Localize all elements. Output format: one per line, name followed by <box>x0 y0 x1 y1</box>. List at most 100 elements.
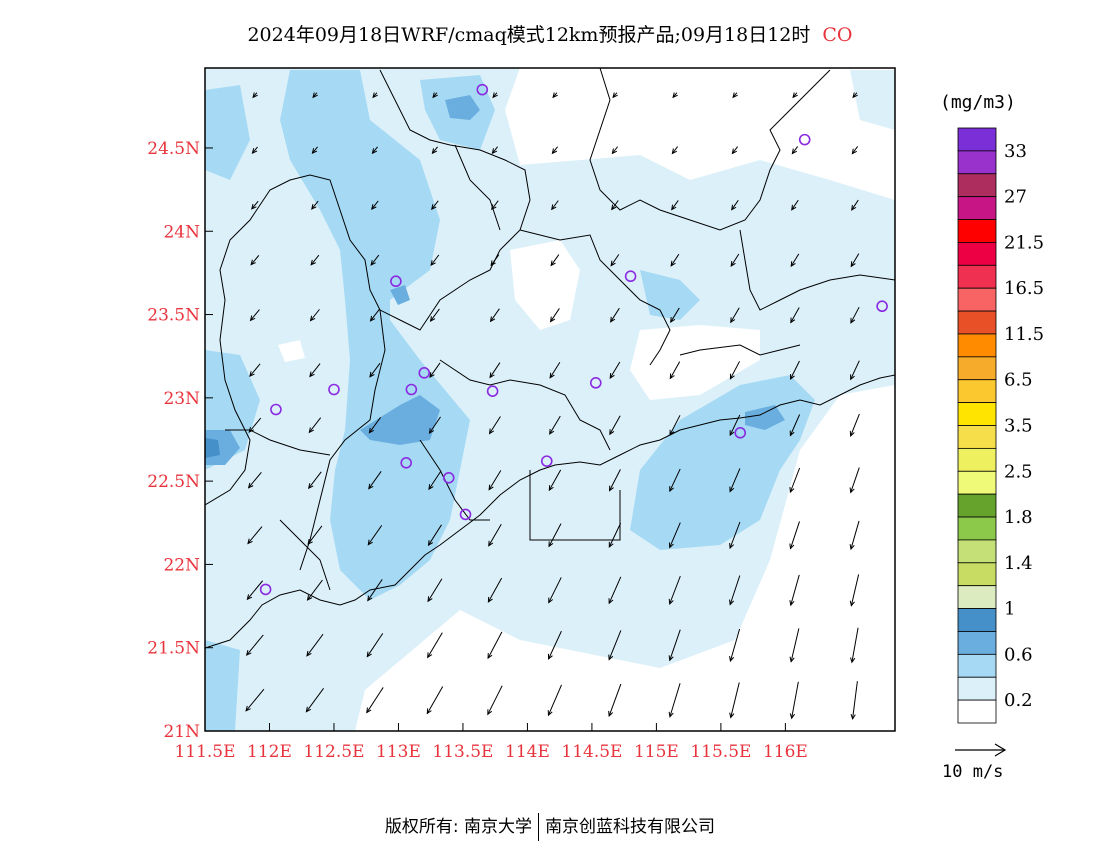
wind-arrow <box>608 576 622 605</box>
legend-swatch <box>957 219 997 243</box>
wind-arrow <box>729 361 741 380</box>
wind-arrow <box>610 254 620 267</box>
wind-arrow <box>548 469 562 492</box>
legend-swatch <box>957 379 997 404</box>
wind-arrow <box>251 200 259 210</box>
wind-arrow <box>491 146 498 155</box>
wind-arrow <box>307 525 323 545</box>
wind-arrow <box>308 417 322 434</box>
wind-arrow <box>427 578 443 603</box>
co-field-clear-3 <box>630 325 760 400</box>
wind-arrow <box>668 629 681 662</box>
x-tick-label: 113E <box>376 742 421 762</box>
legend-value: 0.6 <box>1004 644 1033 665</box>
wind-arrow <box>729 682 740 719</box>
station-marker <box>459 508 472 521</box>
legend-swatch <box>957 196 997 220</box>
wind-arrow <box>608 683 622 718</box>
district-border-8 <box>279 519 331 591</box>
wind-arrow <box>427 632 443 659</box>
wind-arrow <box>668 522 681 549</box>
x-tick-label: 112E <box>247 742 292 762</box>
wind-arrow <box>549 308 560 323</box>
wind-arrow <box>487 685 503 716</box>
wind-arrow <box>730 307 740 324</box>
province-border <box>205 69 531 506</box>
footer-separator <box>538 813 540 841</box>
wind-arrow <box>250 255 260 266</box>
legend-value: 2.5 <box>1004 461 1033 482</box>
district-border-1 <box>519 229 671 366</box>
y-tick-label: 23.5N <box>147 306 200 326</box>
wind-arrow <box>609 361 621 380</box>
wind-arrow <box>791 146 799 155</box>
wind-arrow <box>488 416 501 435</box>
x-tick-label: 111.5E <box>174 742 235 762</box>
wind-arrow <box>609 415 621 436</box>
district-border-7 <box>679 344 801 356</box>
province-border-east <box>589 68 831 231</box>
wind-arrow <box>487 631 503 660</box>
wind-arrow <box>312 92 318 99</box>
station-marker <box>418 367 431 379</box>
legend-value: 1 <box>1004 599 1015 620</box>
station-marker <box>486 385 499 397</box>
x-tick-label: 115E <box>634 742 679 762</box>
wind-reference-label: 10 m/s <box>942 762 1004 782</box>
copyright-footer: 版权所有: 南京大学 南京创蓝科技有限公司 <box>0 812 1100 841</box>
wind-arrow <box>371 146 378 155</box>
wind-arrow <box>489 308 500 323</box>
wind-arrow <box>670 253 680 267</box>
station-marker <box>400 457 412 469</box>
wind-arrow <box>309 363 321 378</box>
wind-arrow <box>852 92 858 99</box>
wind-arrow <box>252 92 258 99</box>
wind-arrow <box>368 471 382 490</box>
legend-swatch <box>957 310 997 335</box>
wind-arrow <box>670 307 680 324</box>
station-marker <box>270 403 282 416</box>
legend-labels: 33 27 21.5 16.5 11.5 6.5 3.5 2.5 1.8 1.4 1 0.6 0.2 <box>1004 141 1044 711</box>
copyright-right: 南京创蓝科技有限公司 <box>545 817 716 837</box>
wind-arrow <box>372 92 378 99</box>
wind-arrow <box>489 362 501 379</box>
station-marker <box>476 83 489 96</box>
wind-arrow <box>671 200 679 211</box>
legend-value: 6.5 <box>1004 370 1033 391</box>
wind-arrow <box>367 525 383 546</box>
wind-arrow <box>248 417 262 433</box>
wind-arrow <box>431 146 438 155</box>
wind-arrow <box>491 200 499 211</box>
wind-arrow <box>731 200 739 211</box>
legend-value: 3.5 <box>1004 416 1033 437</box>
legend-swatch <box>957 447 997 472</box>
y-tick-label: 24.5N <box>147 139 200 159</box>
wind-arrow <box>371 200 379 210</box>
wind-arrow <box>789 574 800 607</box>
wind-arrow <box>609 469 621 492</box>
wind-arrow <box>428 470 442 491</box>
wind-arrow <box>428 416 441 435</box>
wind-arrow <box>426 686 444 715</box>
wind-arrow <box>547 630 562 660</box>
legend-swatch <box>957 425 997 449</box>
wind-arrow <box>488 470 502 491</box>
wind-arrow <box>790 307 800 324</box>
wind-arrow <box>306 633 324 657</box>
copyright-left: 版权所有: 南京大学 <box>384 817 533 837</box>
wind-arrow <box>548 577 562 604</box>
wind-arrow <box>611 146 619 155</box>
x-tick-label: 113.5E <box>432 742 493 762</box>
map-title: 2024年09月18日WRF/cmaq模式12km预报产品;09月18日12时 C… <box>0 20 1100 47</box>
wind-arrow <box>850 306 860 324</box>
wind-arrow <box>790 253 800 268</box>
y-tick-label: 22N <box>163 555 200 575</box>
wind-arrow <box>729 628 741 663</box>
wind-arrow <box>247 526 263 545</box>
wind-arrow <box>731 146 739 155</box>
wind-arrow <box>729 468 741 493</box>
wind-arrow <box>668 575 681 605</box>
wind-arrow <box>429 362 441 379</box>
y-tick-label: 24N <box>163 222 200 242</box>
wind-arrow <box>310 254 320 266</box>
